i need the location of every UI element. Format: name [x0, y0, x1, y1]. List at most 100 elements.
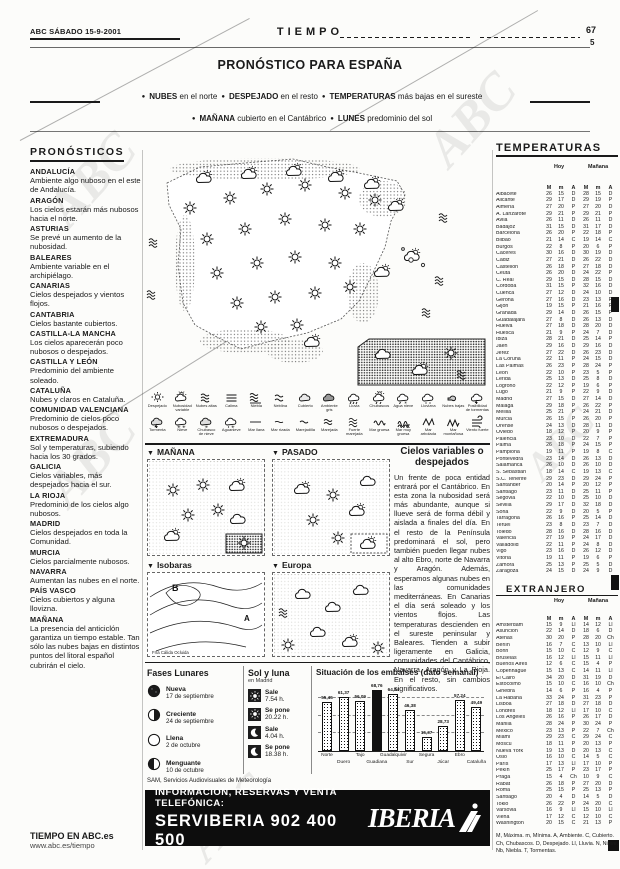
temp-value: 8 [559, 243, 563, 250]
temp-value: 30 [546, 250, 552, 257]
temp-value: D [571, 349, 576, 356]
temp-value: P [571, 409, 576, 416]
table-row: Cuenca 27 12 D 24 10 D [496, 290, 618, 297]
forecast-entry: CASTILLA Y LEÓN Predominio del ambiente … [30, 357, 141, 385]
sea-very-rough-icon [391, 415, 416, 428]
temp-value: 27 [583, 701, 589, 708]
bar-category: Júcar [437, 760, 450, 765]
temp-value: D [608, 223, 613, 230]
table-row: Buenos Aires 12 6 C 15 4 P [496, 662, 618, 669]
table-row: Ibiza 28 21 D 25 14 P [496, 337, 618, 344]
temp-value: P [608, 442, 613, 449]
table-row: Logroño 22 12 P 19 6 P [496, 383, 618, 390]
temp-value: 11 [558, 488, 564, 495]
temp-value: 22 [546, 369, 552, 376]
temp-value: 10 [558, 648, 564, 655]
temp-value: 17 [583, 707, 589, 714]
bar-value: 68,76 [371, 683, 383, 689]
temp-value: 26 [546, 415, 552, 422]
temp-value: 31 [583, 223, 589, 230]
temp-value: 21 [595, 409, 601, 416]
temp-value: 27 [546, 316, 552, 323]
moonrise-icon [248, 726, 261, 739]
temp-value: 24 [583, 290, 589, 297]
temp-value: 28 [546, 721, 552, 728]
temp-value: 6 [596, 555, 600, 562]
temp-value: P [608, 369, 613, 376]
bar-value: 64,84 [387, 686, 400, 692]
legend-item: Despejado [145, 391, 170, 413]
city-name: Ávila [496, 218, 508, 224]
forecast-text: cubierto en el Cantábrico [237, 114, 327, 123]
temp-value: 20 [583, 747, 589, 754]
temp-value: 12 [558, 707, 564, 714]
legend-item: Cubierto [293, 391, 318, 413]
temp-value: 29 [583, 197, 589, 204]
table-row: Moscú 18 11 P 20 13 P [496, 741, 618, 748]
table-row: Lisboa 27 18 D 27 18 D [496, 701, 618, 709]
phase-name: Menguante [166, 759, 201, 767]
temp-value: D [571, 396, 576, 403]
city-name: Murcia [496, 416, 512, 422]
temp-value: 18 [558, 442, 564, 449]
city-name: Almería [496, 204, 515, 210]
temp-value: D [571, 568, 576, 575]
city-name: Santander [496, 483, 521, 489]
city-name: Nueva York [496, 748, 524, 754]
phase-date: 10 de octubre [166, 766, 204, 774]
temp-value: 27 [546, 290, 552, 297]
temp-value: 6 [559, 661, 563, 668]
temp-value: D [608, 422, 613, 429]
temp-value: 10 [595, 807, 601, 814]
temp-value: D [608, 568, 613, 575]
temp-value: 31 [546, 283, 552, 290]
legend-row-2: Tormenta ✳ ✳ Nieve ✳ Chubasco de nieve ✳ … [145, 415, 490, 437]
temp-value: 17 [595, 223, 601, 230]
temp-value: 19 [595, 197, 601, 204]
temp-value: 11 [558, 740, 564, 747]
table-row: Zaragoza 24 15 D 24 9 D [496, 569, 618, 576]
table-row: Cádiz 27 21 D 26 22 D [496, 257, 618, 264]
region-forecast: Predominio de cielos poco nubosos o desp… [30, 414, 120, 433]
weather-icon-legend: Despejado Nubosidad variable Nubes altas… [145, 391, 490, 437]
temp-value: 24 [583, 800, 589, 807]
temp-value: 17 [558, 767, 564, 774]
city-name: Lugo [496, 390, 508, 396]
legend-label: Cubierto [297, 403, 313, 408]
temp-value: 9 [559, 621, 563, 628]
svg-text:✳: ✳ [404, 400, 408, 404]
region-name: CASTILLA-LA MANCHA [30, 328, 117, 338]
temp-value: 17 [558, 197, 564, 204]
temp-value: P [571, 263, 576, 270]
forecast-entry: GALICIA Cielos variables, más despejados… [30, 462, 141, 490]
temp-value: 23 [558, 475, 564, 482]
city-name: Lisboa [496, 702, 512, 708]
forecast-title: PRONÓSTICO PARA ESPAÑA [217, 58, 403, 72]
temp-value: 18 [583, 628, 589, 635]
temp-value: D [571, 197, 576, 204]
legend-label: Mar llana [247, 426, 265, 432]
city-name: Zamora [496, 562, 515, 568]
temp-value: D [608, 396, 613, 403]
temp-value: D [571, 528, 576, 535]
temp-value: 20 [546, 793, 552, 800]
temp-value: Ch [607, 727, 614, 734]
temp-value: D [571, 276, 576, 283]
temp-value: P [608, 296, 613, 303]
table-row: Vigo 23 16 D 26 12 D [496, 549, 618, 556]
temp-value: D [608, 323, 613, 330]
column-header: M [546, 616, 552, 622]
table-row: Bruselas 16 12 Ll 15 11 Ll [496, 655, 618, 662]
temp-value: P [571, 402, 576, 409]
temp-value: P [608, 767, 613, 774]
city-name: Oslo [496, 755, 507, 761]
temp-value: 14 [595, 515, 601, 522]
baleares-islands [401, 247, 426, 268]
temp-value: D [571, 309, 576, 316]
table-row: Huesca 21 9 P 24 7 D [496, 330, 618, 337]
temp-value: Ll [571, 621, 576, 628]
low-clouds-icon [441, 391, 466, 404]
temp-value: 20 [583, 429, 589, 436]
city-name: Segovia [496, 496, 516, 502]
